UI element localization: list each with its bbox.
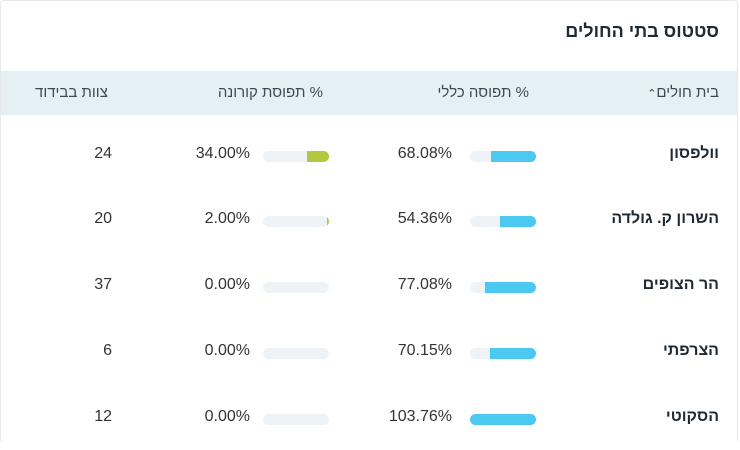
covid-occupancy-value: 2.00%: [204, 210, 250, 227]
covid-occupancy-value: 0.00%: [204, 342, 250, 359]
general-occupancy-fill: [470, 414, 536, 425]
covid-occupancy-bar: [263, 348, 329, 359]
table-row[interactable]: השרון ק. גולדה 54.36% 2.00% 20: [1, 186, 737, 252]
table-row[interactable]: הסקוטי 103.76% 0.00% 12: [1, 384, 737, 450]
general-occupancy-fill: [491, 151, 536, 162]
general-occupancy-bar: [470, 414, 536, 425]
hospital-name: וולפסון: [669, 145, 719, 162]
general-occupancy-bar: [470, 348, 536, 359]
column-header-covid[interactable]: % תפוסת קורונה: [217, 84, 323, 101]
staff-isolation-value: 6: [103, 342, 112, 359]
covid-occupancy-bar: [263, 216, 329, 227]
general-occupancy-bar: [470, 151, 536, 162]
staff-isolation-value: 20: [94, 210, 112, 227]
general-occupancy-value: 77.08%: [397, 276, 452, 293]
general-occupancy-value: 70.15%: [397, 342, 452, 359]
general-occupancy-value: 103.76%: [388, 408, 452, 425]
general-occupancy-fill: [485, 282, 536, 293]
table-row[interactable]: הצרפתי 70.15% 0.00% 6: [1, 318, 737, 384]
general-occupancy-bar: [470, 216, 536, 227]
column-header-general[interactable]: % תפוסה כללי: [437, 84, 530, 101]
general-occupancy-value: 68.08%: [397, 145, 452, 162]
covid-occupancy-fill: [306, 151, 329, 162]
covid-occupancy-bar: [263, 282, 329, 293]
hospital-name: הר הצופים: [642, 276, 719, 293]
table-header: בית חולים⌃ % תפוסה כללי % תפוסת קורונה צ…: [1, 71, 737, 115]
covid-occupancy-value: 0.00%: [204, 408, 250, 425]
staff-isolation-value: 24: [94, 145, 112, 162]
covid-occupancy-fill: [327, 216, 329, 227]
hospital-status-card: סטטוס בתי החולים בית חולים⌃ % תפוסה כללי…: [0, 0, 738, 441]
general-occupancy-fill: [489, 348, 536, 359]
column-header-staff[interactable]: צוות בבידוד: [35, 84, 108, 101]
table-row[interactable]: הר הצופים 77.08% 0.00% 37: [1, 252, 737, 318]
column-header-hospital[interactable]: בית חולים⌃: [643, 71, 719, 115]
general-occupancy-value: 54.36%: [397, 210, 452, 227]
staff-isolation-value: 12: [94, 408, 112, 425]
hospital-name: הצרפתי: [662, 342, 719, 359]
covid-occupancy-value: 0.00%: [204, 276, 250, 293]
column-header-hospital-label: בית חולים: [656, 84, 719, 101]
covid-occupancy-bar: [263, 414, 329, 425]
card-title: סטטוס בתי החולים: [565, 21, 719, 41]
covid-occupancy-bar: [263, 151, 329, 162]
general-occupancy-fill: [500, 216, 536, 227]
hospital-name: השרון ק. גולדה: [611, 210, 719, 227]
table-row[interactable]: וולפסון 68.08% 34.00% 24: [1, 121, 737, 187]
covid-occupancy-value: 34.00%: [195, 145, 250, 162]
staff-isolation-value: 37: [94, 276, 112, 293]
general-occupancy-bar: [470, 282, 536, 293]
chevron-up-icon[interactable]: ⌃: [647, 88, 657, 100]
hospital-name: הסקוטי: [665, 408, 719, 425]
